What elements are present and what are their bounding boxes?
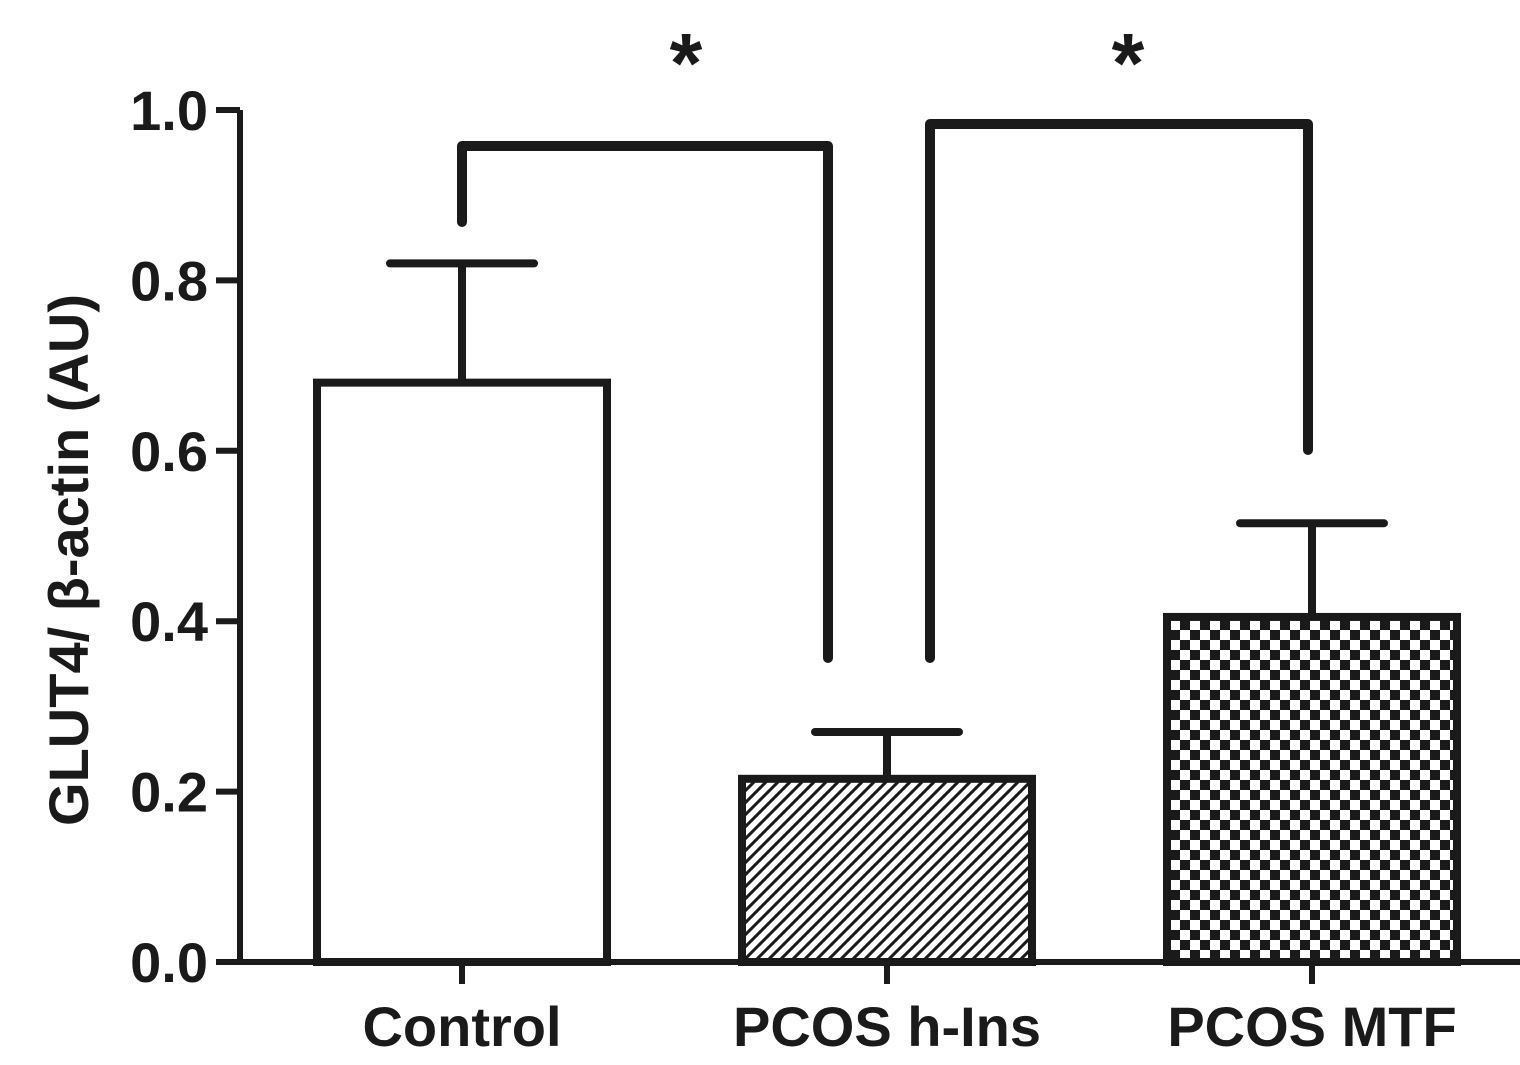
error-bars — [386, 259, 1388, 779]
y-axis: 0.0 0.2 0.4 0.6 0.8 1.0 — [130, 79, 243, 994]
bar — [738, 774, 1036, 966]
bars — [313, 378, 1461, 966]
y-tick-label: 1.0 — [130, 79, 208, 142]
significance-marker: * — [1112, 16, 1145, 110]
y-tick-label: 0.6 — [130, 420, 208, 483]
x-tick-label: PCOS h-Ins — [733, 995, 1041, 1058]
x-axis: Control PCOS h-Ins PCOS MTF — [240, 959, 1520, 1058]
significance-bracket — [925, 119, 1313, 663]
bar — [1163, 612, 1461, 966]
y-tick-label: 0.0 — [130, 931, 208, 994]
y-tick-label: 0.8 — [130, 249, 208, 312]
x-tick-label: PCOS MTF — [1167, 995, 1456, 1058]
y-tick-label: 0.2 — [130, 761, 208, 824]
significance-bracket — [457, 141, 833, 663]
significance-marker: * — [670, 16, 703, 110]
x-tick-label: Control — [362, 995, 561, 1058]
bar — [313, 378, 611, 966]
significance-brackets: * * — [457, 16, 1313, 663]
y-tick-label: 0.4 — [130, 590, 208, 653]
y-axis-label: GLUT4/ β-actin (AU) — [37, 294, 100, 826]
